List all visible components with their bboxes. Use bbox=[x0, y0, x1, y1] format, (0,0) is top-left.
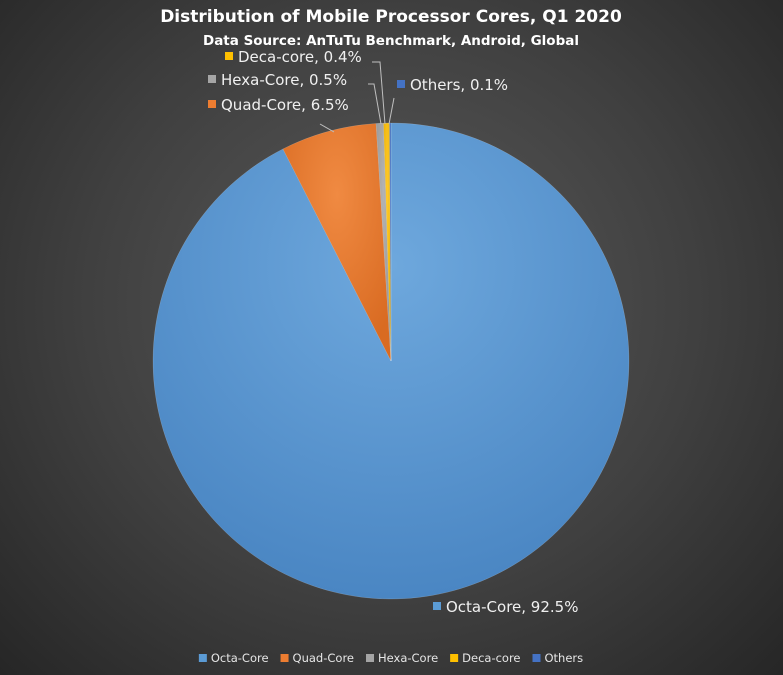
leader-line-others bbox=[388, 97, 395, 125]
pie-slice-hexa-core bbox=[375, 122, 392, 362]
data-label-key-others bbox=[397, 80, 405, 88]
data-label-others: Others, 0.1% bbox=[410, 76, 508, 94]
legend-label-quad-core: Quad-Core bbox=[293, 651, 354, 665]
legend-label-deca-core: Deca-core bbox=[462, 651, 520, 665]
leader-line-quad-core bbox=[319, 123, 335, 133]
data-label-key-hexa-core bbox=[208, 75, 216, 83]
legend-swatch-quad-core bbox=[280, 654, 289, 662]
legend-swatch-hexa-core bbox=[366, 654, 375, 662]
data-label-octa-core: Octa-Core, 92.5% bbox=[446, 598, 578, 616]
legend-swatch-deca-core bbox=[450, 654, 459, 662]
legend-item-quad-core[interactable]: Quad-Core bbox=[280, 651, 354, 665]
legend-swatch-others bbox=[532, 654, 541, 662]
leader-line-hexa-core bbox=[368, 83, 382, 125]
pie-slices bbox=[152, 122, 630, 600]
data-label-key-octa-core bbox=[433, 602, 441, 610]
data-label-key-quad-core bbox=[208, 100, 216, 108]
legend: Octa-Core Quad-Core Hexa-Core Deca-core Othe… bbox=[198, 651, 584, 665]
leader-line-deca-core bbox=[372, 61, 386, 125]
leader-lines bbox=[319, 61, 395, 133]
legend-label-hexa-core: Hexa-Core bbox=[378, 651, 438, 665]
legend-item-others[interactable]: Others bbox=[532, 651, 584, 665]
data-label-deca-core: Deca-core, 0.4% bbox=[238, 48, 362, 66]
legend-swatch-octa-core bbox=[198, 654, 207, 662]
chart-title: Distribution of Mobile Processor Cores, … bbox=[160, 7, 622, 27]
pie-slice-octa-core bbox=[152, 122, 630, 600]
legend-label-octa-core: Octa-Core bbox=[211, 651, 269, 665]
legend-label-others: Others bbox=[545, 651, 584, 665]
chart-subtitle: Data Source: AnTuTu Benchmark, Android, … bbox=[203, 33, 579, 49]
data-label-quad-core: Quad-Core, 6.5% bbox=[221, 96, 349, 114]
legend-item-deca-core[interactable]: Deca-core bbox=[450, 651, 521, 665]
data-labels: Octa-Core, 92.5% Quad-Core, 6.5% Hexa-Core… bbox=[208, 48, 578, 616]
data-label-hexa-core: Hexa-Core, 0.5% bbox=[221, 71, 347, 89]
legend-item-octa-core[interactable]: Octa-Core bbox=[198, 651, 269, 665]
data-label-key-deca-core bbox=[225, 52, 233, 60]
legend-item-hexa-core[interactable]: Hexa-Core bbox=[366, 651, 438, 665]
pie-slice-quad-core bbox=[282, 123, 392, 362]
